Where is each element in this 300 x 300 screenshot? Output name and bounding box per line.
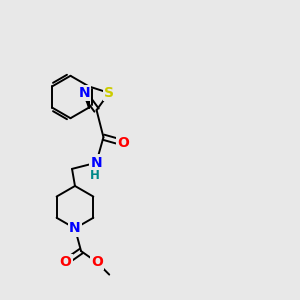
Text: O: O (117, 136, 129, 150)
Text: H: H (90, 169, 100, 182)
Text: S: S (104, 86, 114, 100)
Text: N: N (91, 156, 102, 170)
Text: N: N (78, 86, 90, 100)
Text: N: N (69, 221, 81, 236)
Text: O: O (59, 255, 71, 269)
Text: O: O (91, 255, 103, 269)
